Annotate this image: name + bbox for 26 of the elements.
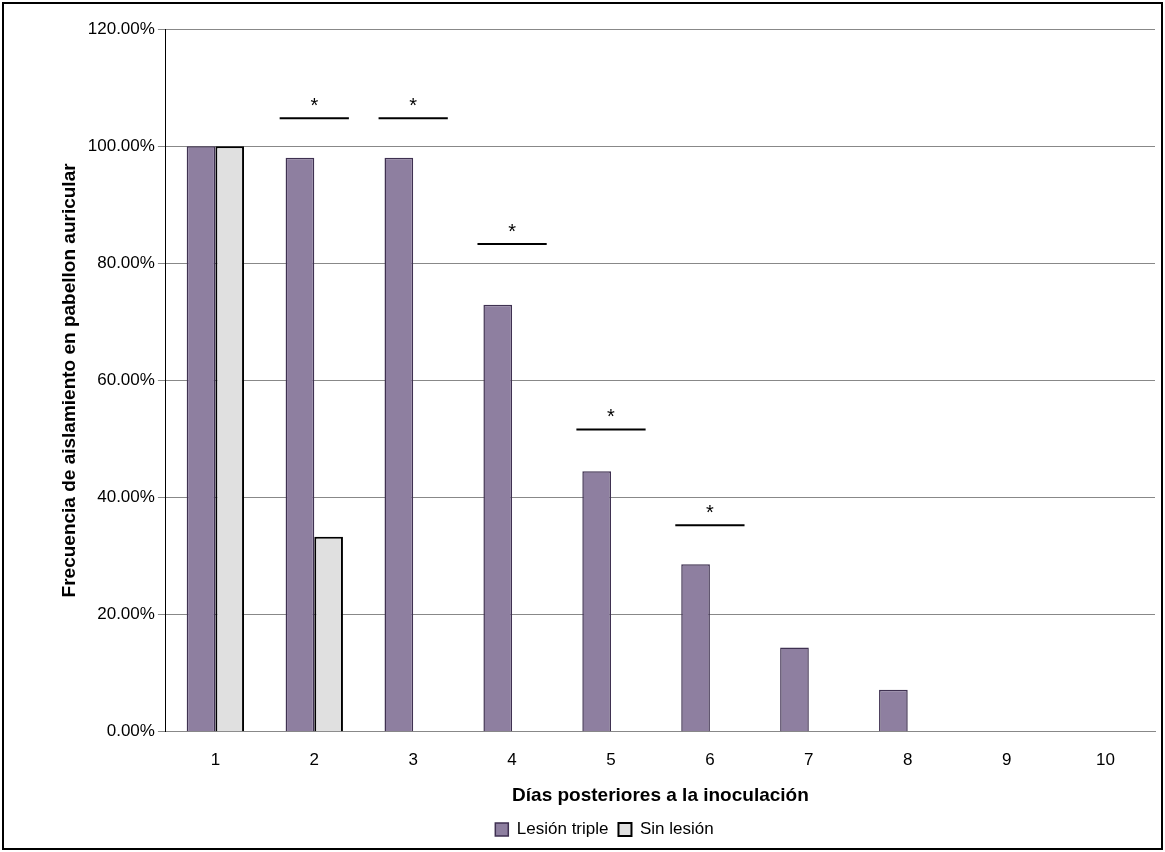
- annotation: *: [409, 93, 418, 116]
- y-tick-label: 40.00%: [97, 487, 155, 507]
- x-tick-label: 9: [1001, 749, 1012, 769]
- annotation: *: [508, 219, 517, 242]
- y-axis-title: Frecuencia de aislamiento en pabellon auricular: [57, 162, 79, 598]
- y-tick-label: 60.00%: [97, 370, 155, 390]
- y-tick-label: 20.00%: [97, 604, 155, 624]
- annotation: *: [706, 500, 715, 523]
- y-tick-label: 120.00%: [87, 18, 155, 38]
- y-tick-label: 0.00%: [106, 721, 155, 741]
- x-tick-label: 1: [210, 749, 221, 769]
- legend-label: Lesión triple: [516, 819, 609, 839]
- x-tick-label: 8: [902, 749, 913, 769]
- y-tick-label: 100.00%: [87, 135, 155, 155]
- x-tick-label: 6: [705, 749, 715, 769]
- annotation: *: [310, 93, 319, 116]
- x-axis-title: Días posteriores a la inoculación: [512, 783, 809, 805]
- y-tick-label: 80.00%: [97, 252, 155, 272]
- x-tick-label: 2: [309, 749, 320, 769]
- x-tick-label: 7: [804, 749, 814, 769]
- x-tick-label: 5: [606, 749, 616, 769]
- x-tick-label: 3: [408, 749, 418, 769]
- x-tick-label: 10: [1096, 749, 1116, 769]
- annotation: *: [607, 405, 616, 428]
- x-tick-label: 4: [507, 749, 517, 769]
- legend-label: Sin lesión: [639, 819, 714, 839]
